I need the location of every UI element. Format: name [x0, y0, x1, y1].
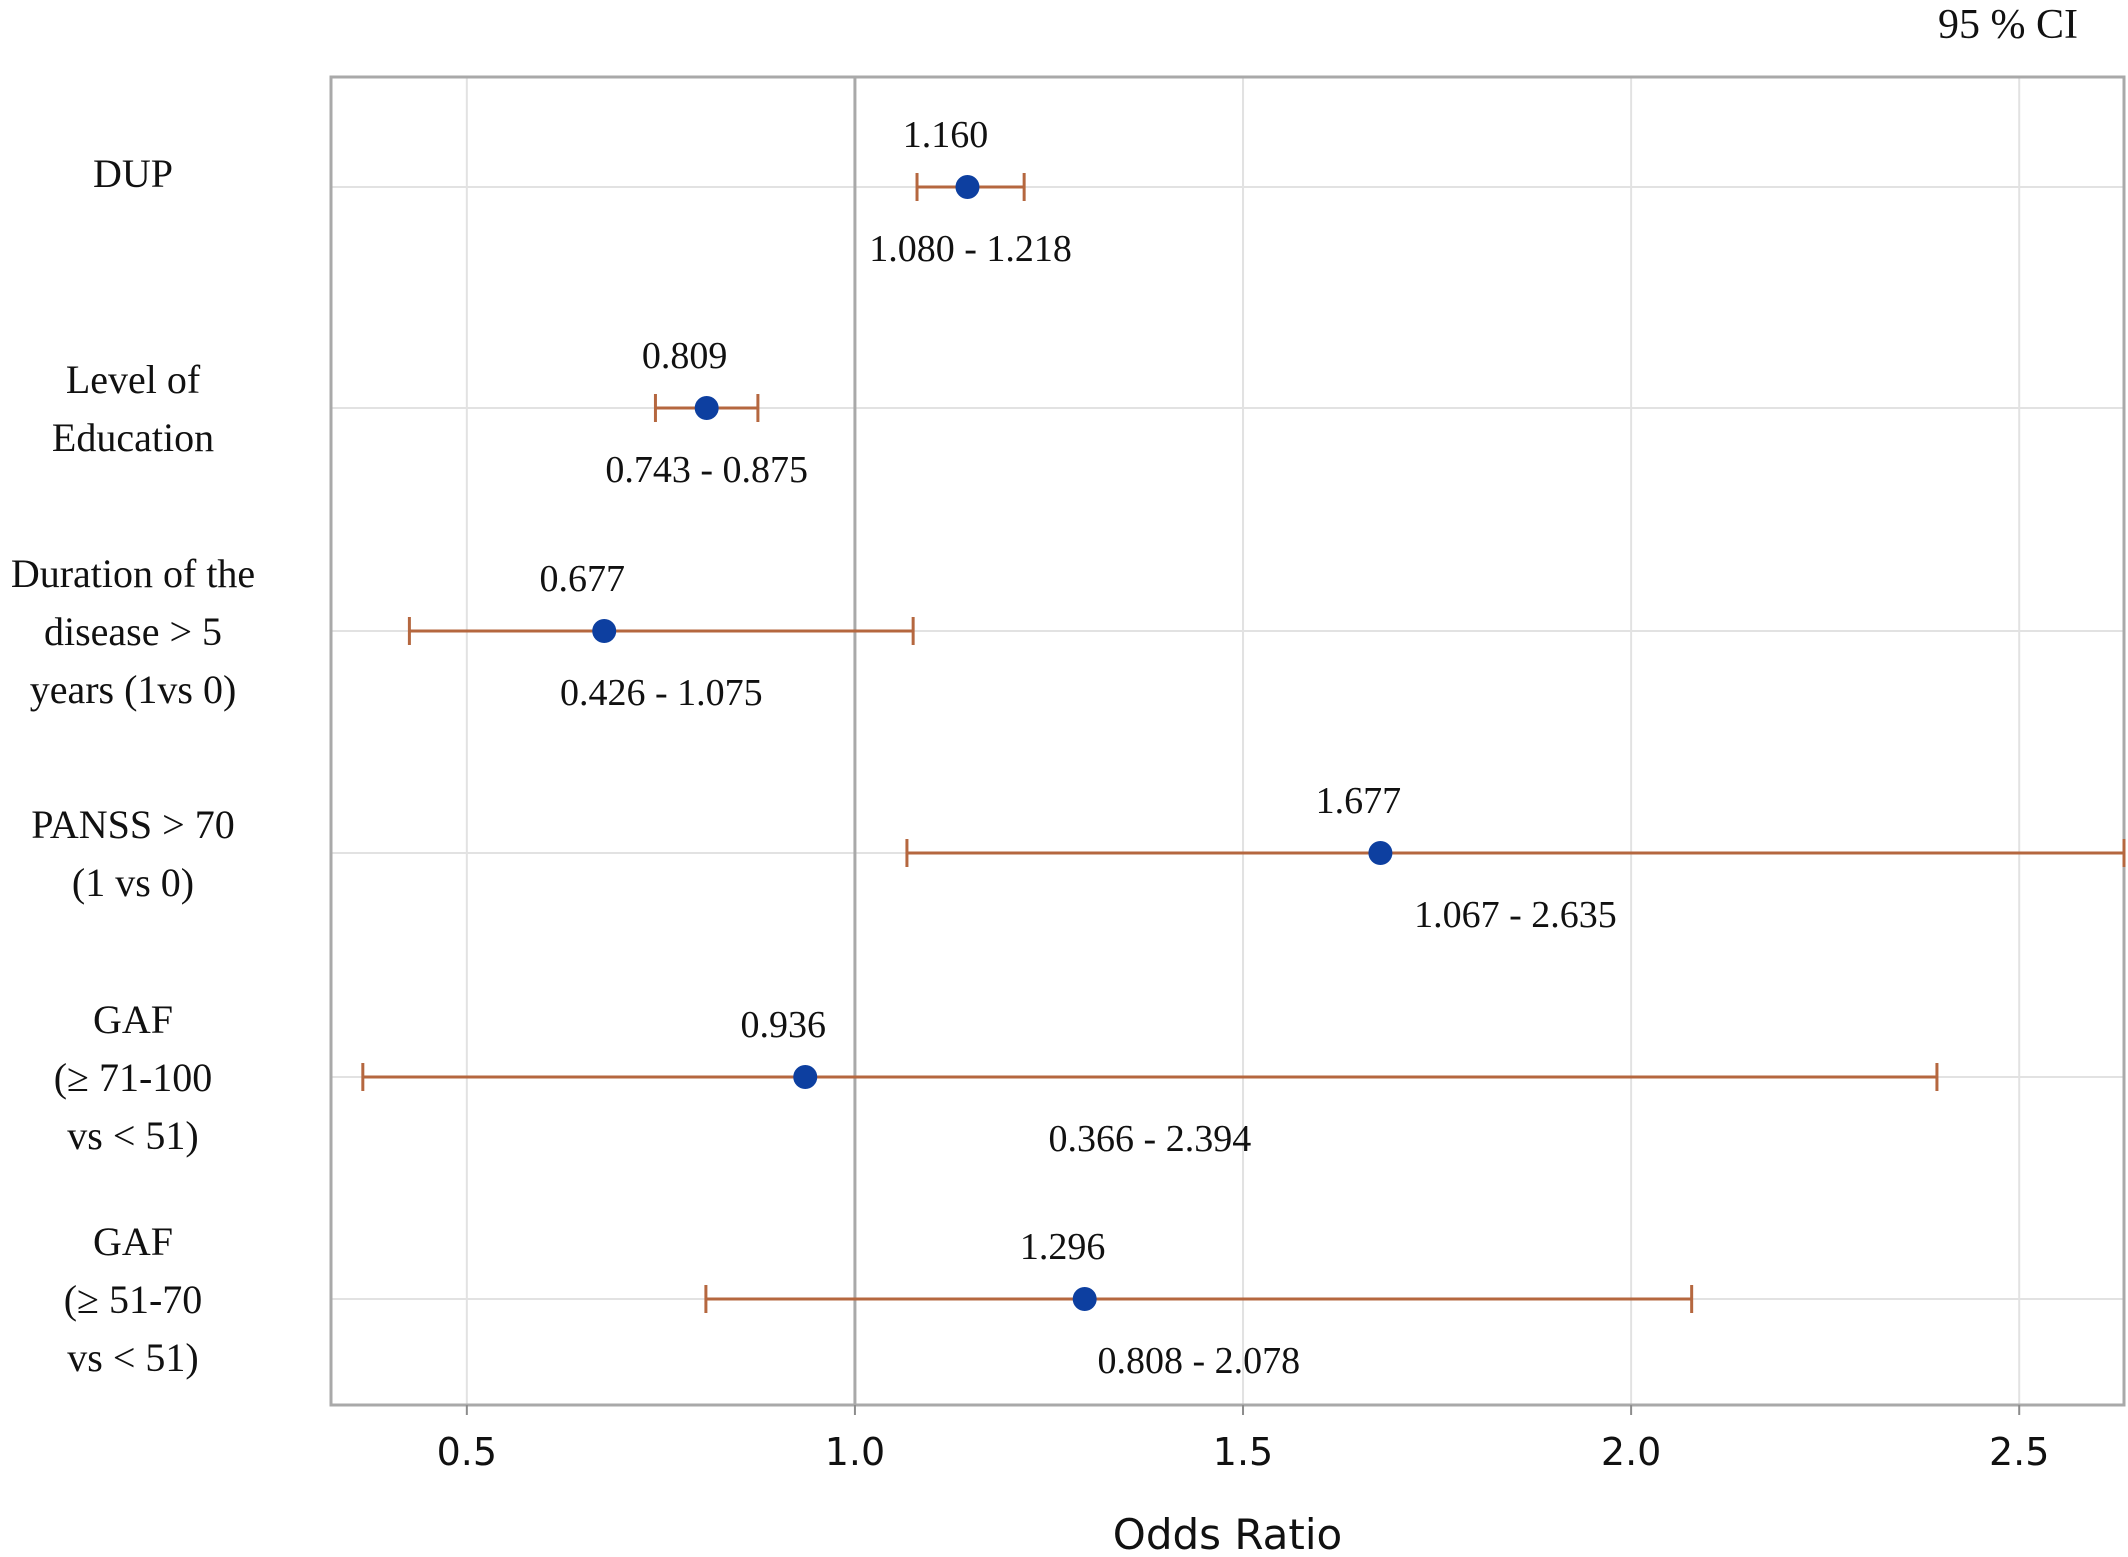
- row-label-line: Level of: [66, 357, 201, 402]
- row-label-line: GAF: [93, 997, 173, 1042]
- ci-range-label: 0.743 - 0.875: [605, 449, 808, 491]
- x-tick-label: 1.0: [825, 1430, 885, 1474]
- ci-range-label: 1.067 - 2.635: [1414, 894, 1617, 936]
- odds-ratio-point: [1072, 1287, 1097, 1311]
- x-tick-label: 0.5: [437, 1430, 497, 1474]
- row-label-line: DUP: [93, 151, 173, 196]
- row-label-line: vs < 51): [67, 1335, 198, 1380]
- row-label-line: GAF: [93, 1219, 173, 1264]
- odds-ratio-point: [694, 396, 719, 420]
- plot-frame: [329, 75, 2126, 1407]
- odds-ratio-point: [1368, 841, 1393, 865]
- x-tick-label: 2.0: [1601, 1430, 1661, 1474]
- odds-ratio-label: 0.936: [741, 1004, 827, 1046]
- row-label-line: vs < 51): [67, 1113, 198, 1158]
- odds-ratio-point: [955, 175, 980, 199]
- row-label-line: years (1vs 0): [30, 667, 237, 712]
- x-axis-title: Odds Ratio: [1113, 1510, 1342, 1557]
- x-tick-label: 2.5: [1989, 1430, 2049, 1474]
- row-label-line: Duration of the: [11, 551, 255, 596]
- row-label-line: (≥ 71-100: [54, 1055, 213, 1100]
- odds-ratio-point: [592, 619, 617, 643]
- ci-corner-label: 95 % CI: [1938, 2, 2078, 48]
- ci-range-label: 0.366 - 2.394: [1049, 1118, 1252, 1160]
- ci-range-label: 1.080 - 1.218: [869, 228, 1072, 270]
- odds-ratio-label: 1.160: [903, 114, 989, 156]
- odds-ratio-label: 0.677: [539, 558, 625, 600]
- row-label-line: disease > 5: [44, 609, 222, 654]
- plot-area: [331, 77, 2124, 1405]
- row-label-line: PANSS > 70: [31, 802, 234, 847]
- row-label-line: (≥ 51-70: [64, 1277, 203, 1322]
- x-tick-label: 1.5: [1213, 1430, 1273, 1474]
- odds-ratio-label: 1.677: [1316, 780, 1402, 822]
- odds-ratio-label: 1.296: [1020, 1226, 1106, 1268]
- odds-ratio-label: 0.809: [642, 335, 728, 377]
- odds-ratio-point: [793, 1065, 818, 1089]
- row-label-line: (1 vs 0): [72, 860, 194, 905]
- ci-range-label: 0.426 - 1.075: [560, 672, 763, 714]
- row-label-line: Education: [52, 415, 214, 460]
- ci-range-label: 0.808 - 2.078: [1097, 1340, 1300, 1382]
